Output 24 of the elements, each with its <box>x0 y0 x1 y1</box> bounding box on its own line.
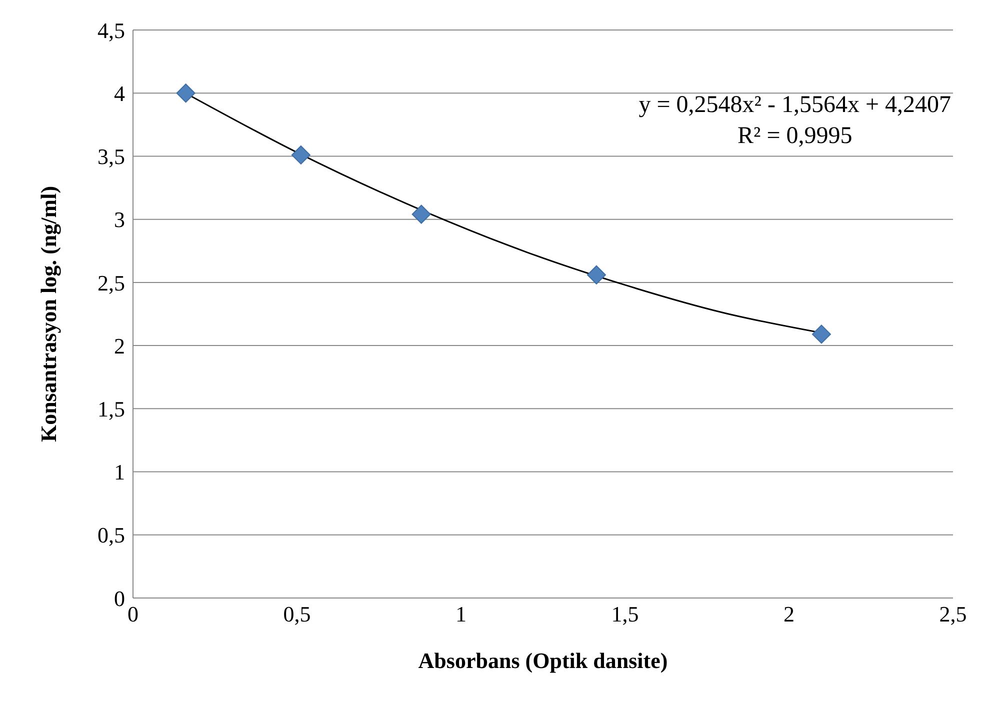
point <box>586 265 606 284</box>
y-tick-label: 0 <box>114 586 125 611</box>
y-tick-label: 4 <box>114 80 125 106</box>
point <box>812 324 831 344</box>
x-tick-label: 1 <box>456 602 466 627</box>
y-tick-label: 3,5 <box>98 144 125 170</box>
y-tick-label: 1,5 <box>98 396 125 422</box>
point <box>412 204 431 224</box>
y-tick-label: 3 <box>114 207 125 232</box>
x-tick-label: 2 <box>784 602 794 627</box>
y-tick-label: 2 <box>114 333 125 358</box>
y-tick-label: 1 <box>114 460 125 485</box>
x-tick-label: 1,5 <box>611 602 639 627</box>
annotation: R² = 0,9995 <box>736 122 854 151</box>
point <box>176 84 196 103</box>
x-axis-title: Absorbans (Optik dansite) <box>418 648 668 673</box>
annotation: y = 0,2548x² - 1,5564x + 4,2407 <box>638 91 951 120</box>
point <box>291 145 310 164</box>
y-axis-title: Konsantrasyon log. (ng/ml) <box>36 186 61 442</box>
x-tick-label: 2,5 <box>939 602 967 627</box>
y-tick-label: 0,5 <box>98 522 125 548</box>
y-tick-label: 2,5 <box>98 270 125 296</box>
x-tick-label: 0,5 <box>283 602 311 627</box>
y-tick-label: 4,5 <box>98 18 125 43</box>
